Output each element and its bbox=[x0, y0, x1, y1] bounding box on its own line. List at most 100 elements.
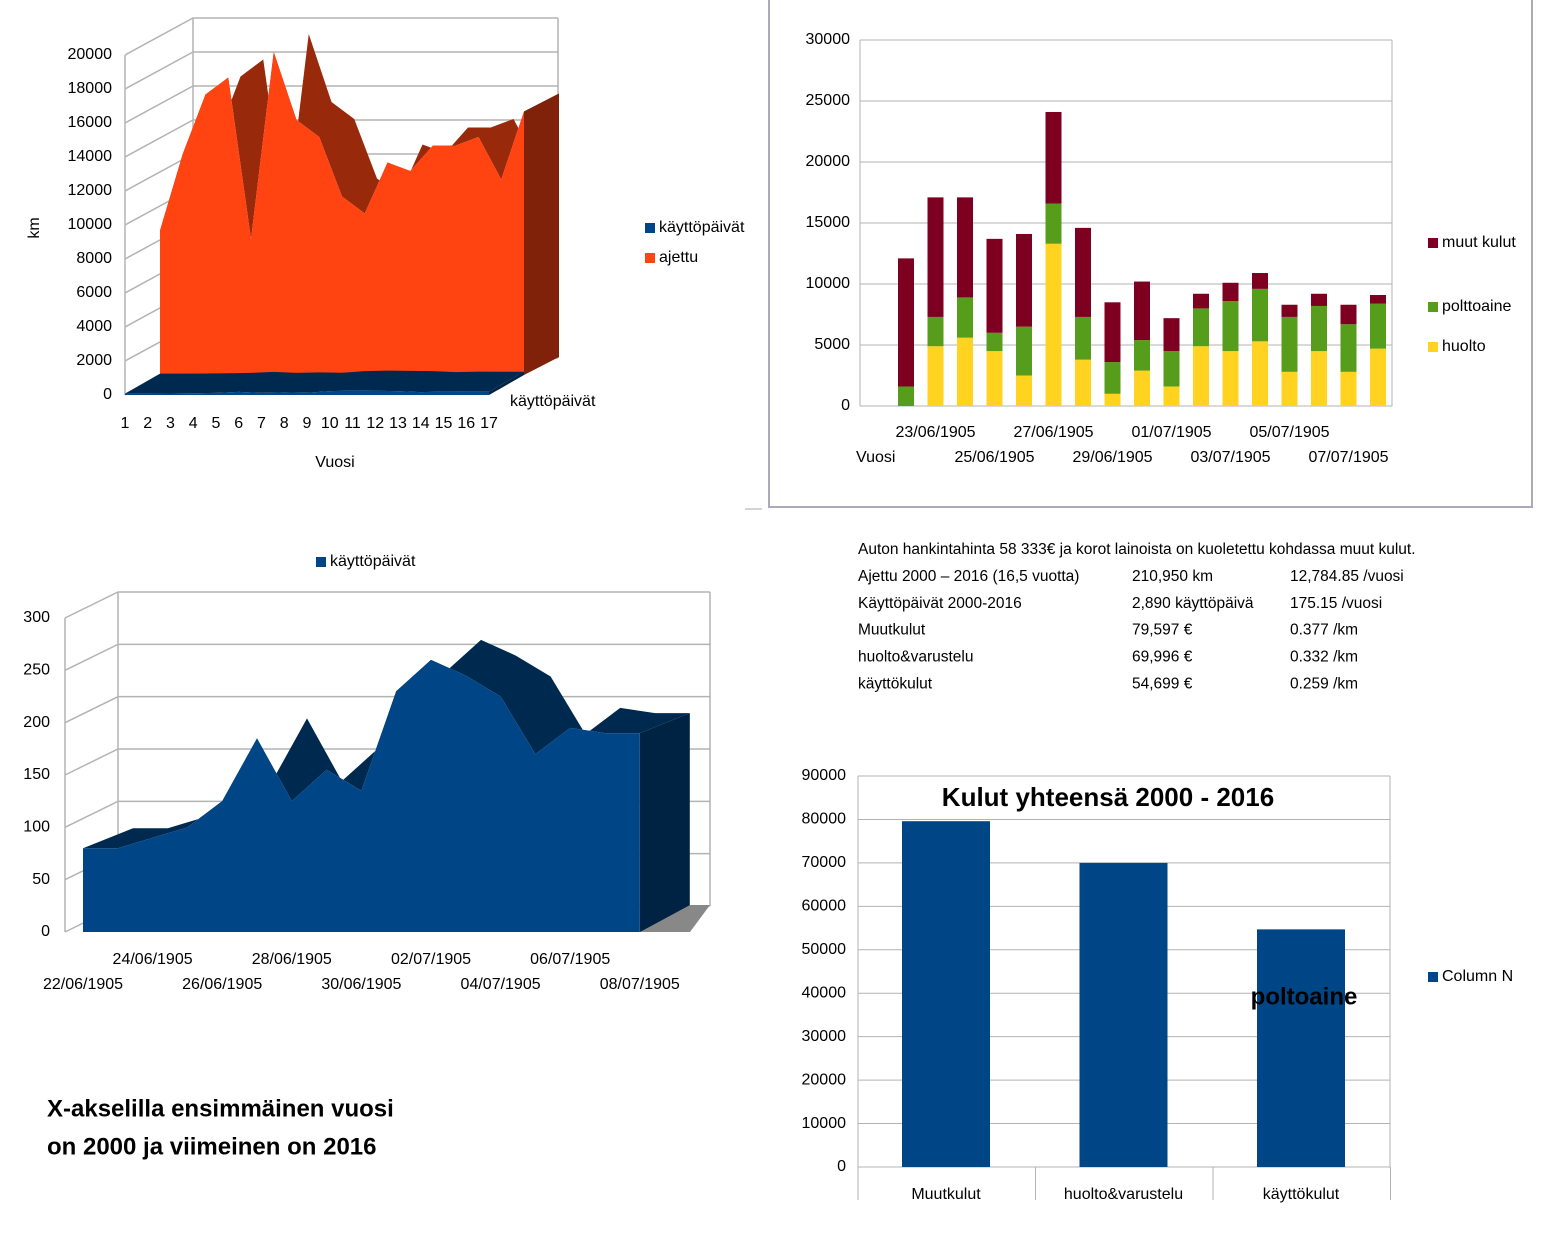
y-tick-label: 70000 bbox=[802, 854, 847, 871]
bar bbox=[1252, 288, 1268, 342]
x-tick-label: 11 bbox=[344, 415, 361, 432]
x-tick-label: 2 bbox=[143, 415, 152, 432]
summary-cell: 79,597 € bbox=[1132, 622, 1193, 639]
floor bbox=[640, 905, 710, 932]
bar bbox=[986, 332, 1003, 352]
x-tick-label: 3 bbox=[166, 415, 175, 432]
y-tick-label: 2000 bbox=[76, 352, 112, 369]
bar bbox=[1370, 303, 1386, 349]
bar bbox=[1281, 304, 1298, 317]
y-tick-label: 30000 bbox=[806, 31, 851, 48]
x-tick-label: 01/07/1905 bbox=[1131, 424, 1211, 441]
bar bbox=[898, 258, 914, 387]
bar bbox=[1104, 362, 1121, 394]
x-tick-label: 04/07/1905 bbox=[461, 976, 541, 993]
bar bbox=[1311, 351, 1327, 406]
bar bbox=[902, 821, 990, 1167]
y-tick-label: 10000 bbox=[68, 216, 113, 233]
bar bbox=[1340, 371, 1357, 406]
y-tick-label: 6000 bbox=[76, 284, 112, 301]
summary-cell: 0.259 /km bbox=[1290, 675, 1358, 692]
summary-intro: Auton hankintahinta 58 333€ ja korot lai… bbox=[858, 541, 1416, 558]
x-tick-label: 27/06/1905 bbox=[1013, 424, 1093, 441]
x-tick-label: 15 bbox=[435, 415, 453, 432]
bar bbox=[1134, 370, 1150, 406]
area-top bbox=[160, 34, 559, 239]
x-tick-label: käyttökulut bbox=[1263, 1186, 1340, 1203]
summary-cell: 210,950 km bbox=[1132, 568, 1213, 585]
x-tick-label: 17 bbox=[480, 415, 498, 432]
area-top bbox=[125, 370, 524, 394]
y-tick-label: 30000 bbox=[802, 1028, 847, 1045]
bar bbox=[1340, 324, 1357, 372]
bar bbox=[957, 337, 973, 406]
summary-cell: huolto&varustelu bbox=[858, 648, 973, 665]
x-tick-label: 03/07/1905 bbox=[1190, 449, 1270, 466]
y-tick-label: 14000 bbox=[68, 148, 113, 165]
note: X-akselilla ensimmäinen vuosi bbox=[47, 1095, 394, 1122]
area bbox=[160, 52, 524, 375]
legend-marker bbox=[316, 557, 326, 567]
y-tick-label: 10000 bbox=[802, 1115, 847, 1132]
bar bbox=[1104, 393, 1121, 406]
bar bbox=[1163, 351, 1180, 387]
x-tick-label: 16 bbox=[457, 415, 475, 432]
y-tick-label: 0 bbox=[103, 386, 112, 403]
x-tick-label: 8 bbox=[280, 415, 289, 432]
bar bbox=[957, 197, 973, 298]
x-tick-label: Muutkulut bbox=[911, 1186, 981, 1203]
bar bbox=[1193, 346, 1209, 406]
y-axis-label: km bbox=[26, 217, 43, 238]
summary-cell: 175.15 /vuosi bbox=[1290, 595, 1382, 612]
y-tick-label: 16000 bbox=[68, 114, 113, 131]
bar bbox=[1075, 359, 1091, 406]
x-tick-label: 7 bbox=[257, 415, 266, 432]
y-tick-label: 20000 bbox=[802, 1071, 847, 1088]
legend-label: käyttöpäivät bbox=[330, 553, 416, 570]
x-tick-label: 14 bbox=[412, 415, 430, 432]
bar bbox=[927, 197, 944, 317]
x-tick-label: 08/07/1905 bbox=[600, 976, 680, 993]
y-tick-label: 0 bbox=[837, 1158, 846, 1175]
bar bbox=[1104, 302, 1121, 363]
legend-marker bbox=[1428, 972, 1438, 982]
bar bbox=[927, 346, 944, 406]
bar bbox=[898, 386, 914, 406]
y-tick-label: 25000 bbox=[806, 92, 851, 109]
y-tick-label: 80000 bbox=[802, 811, 847, 828]
x-tick-label: 23/06/1905 bbox=[895, 424, 975, 441]
bar bbox=[927, 316, 944, 347]
bar bbox=[1016, 375, 1032, 406]
x-tick-label: 4 bbox=[189, 415, 198, 432]
y-tick-label: 100 bbox=[23, 819, 50, 836]
y-tick-label: 200 bbox=[23, 714, 50, 731]
bar bbox=[1222, 282, 1239, 302]
summary-cell: Muutkulut bbox=[858, 622, 926, 639]
bar bbox=[1163, 318, 1180, 352]
y-tick-label: 300 bbox=[23, 609, 50, 626]
bar bbox=[1045, 111, 1062, 204]
legend-label: muut kulut bbox=[1442, 234, 1516, 251]
bar bbox=[1311, 305, 1327, 352]
x-axis-label: Vuosi bbox=[315, 454, 354, 471]
x-tick-label: 02/07/1905 bbox=[391, 951, 471, 968]
x-tick-label: 05/07/1905 bbox=[1249, 424, 1329, 441]
summary-cell: 54,699 € bbox=[1132, 675, 1193, 692]
x-tick-label: 10 bbox=[321, 415, 339, 432]
bar bbox=[1281, 316, 1298, 372]
bar bbox=[1193, 308, 1209, 347]
y-tick-label: 150 bbox=[23, 766, 50, 783]
area bbox=[125, 390, 489, 395]
bar bbox=[986, 238, 1003, 333]
bar bbox=[1222, 301, 1239, 352]
y-tick-label: 0 bbox=[41, 923, 50, 940]
x-tick-label: huolto&varustelu bbox=[1064, 1186, 1183, 1203]
x-tick-label: 13 bbox=[389, 415, 407, 432]
chart-frame bbox=[768, 0, 1533, 508]
y-tick-label: 250 bbox=[23, 662, 50, 679]
x-tick-label: 9 bbox=[303, 415, 312, 432]
bar bbox=[1016, 326, 1032, 376]
y-tick-label: 10000 bbox=[806, 275, 851, 292]
x-tick-label: 25/06/1905 bbox=[954, 449, 1034, 466]
area-side bbox=[524, 93, 559, 375]
